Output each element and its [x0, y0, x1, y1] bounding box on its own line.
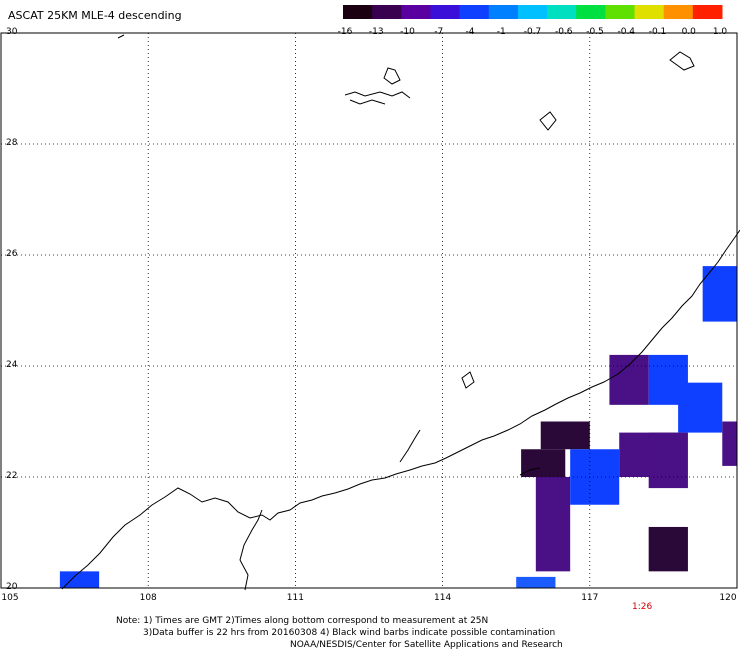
colorbar-segment — [401, 5, 431, 19]
colorbar-label: -0.7 — [523, 27, 542, 37]
colorbar — [343, 5, 723, 19]
colorbar-label: -7 — [434, 27, 444, 37]
colorbar-label: -1 — [496, 27, 506, 37]
colorbar-segment — [634, 5, 665, 19]
longitude-tick: 105 — [1, 593, 19, 603]
latitude-tick: 28 — [6, 138, 18, 148]
wind-cell — [702, 266, 737, 322]
colorbar-label: -10 — [400, 27, 415, 37]
map-title: ASCAT 25KM MLE-4 descending — [8, 9, 182, 22]
plot-frame — [0, 32, 738, 589]
latitude-tick: 24 — [6, 360, 18, 370]
wind-cell — [722, 421, 737, 466]
colorbar-segment — [517, 5, 548, 19]
colorbar-segment — [488, 5, 519, 19]
wind-cell — [59, 571, 100, 588]
wind-cell — [648, 526, 688, 572]
colorbar-segment — [430, 5, 461, 19]
colorbar-segment — [605, 5, 636, 19]
note-line-1: Note: 1) Times are GMT 2)Times along bot… — [116, 616, 489, 626]
colorbar-label: -0.6 — [554, 27, 573, 37]
wind-cell — [516, 576, 556, 588]
colorbar-segment — [692, 5, 723, 19]
colorbar-label: -0.4 — [617, 27, 636, 37]
colorbar-label: 0.0 — [681, 27, 696, 37]
lat-lon-grid — [1, 33, 737, 588]
longitude-tick: 108 — [139, 593, 157, 603]
colorbar-label: -13 — [368, 27, 384, 37]
colorbar-segment — [459, 5, 490, 19]
latitude-tick: 20 — [6, 582, 18, 592]
wind-cell — [648, 432, 688, 489]
colorbar-segment — [663, 5, 694, 19]
colorbar-segment — [576, 5, 606, 19]
latitude-tick: 22 — [6, 471, 18, 481]
colorbar-label: -0.5 — [586, 27, 604, 37]
longitude-tick: 111 — [286, 593, 304, 603]
wind-cell — [521, 449, 566, 477]
wind-cell — [570, 449, 620, 505]
pass-time-label: 1:26 — [632, 602, 653, 612]
longitude-tick: 117 — [581, 593, 599, 603]
colorbar-label: -4 — [465, 27, 475, 37]
wind-cell — [678, 382, 723, 433]
colorbar-segment — [547, 5, 577, 19]
coastline — [61, 34, 740, 591]
longitude-tick: 120 — [719, 593, 737, 603]
colorbar-segment — [343, 5, 373, 19]
wind-data-cells — [59, 266, 737, 588]
wind-cell — [609, 354, 649, 405]
colorbar-label: -0.1 — [648, 27, 667, 37]
colorbar-label: -16 — [337, 27, 353, 37]
wind-cell — [535, 477, 571, 572]
note-line-2: 3)Data buffer is 22 hrs from 20160308 4)… — [143, 628, 556, 638]
latitude-tick: 26 — [6, 249, 18, 259]
longitude-tick: 114 — [434, 593, 452, 603]
colorbar-segment — [372, 5, 402, 19]
latitude-tick: 30 — [6, 27, 18, 37]
colorbar-label: 1.0 — [712, 27, 728, 37]
wind-cell — [540, 421, 590, 450]
note-line-3: NOAA/NESDIS/Center for Satellite Applica… — [290, 640, 563, 650]
